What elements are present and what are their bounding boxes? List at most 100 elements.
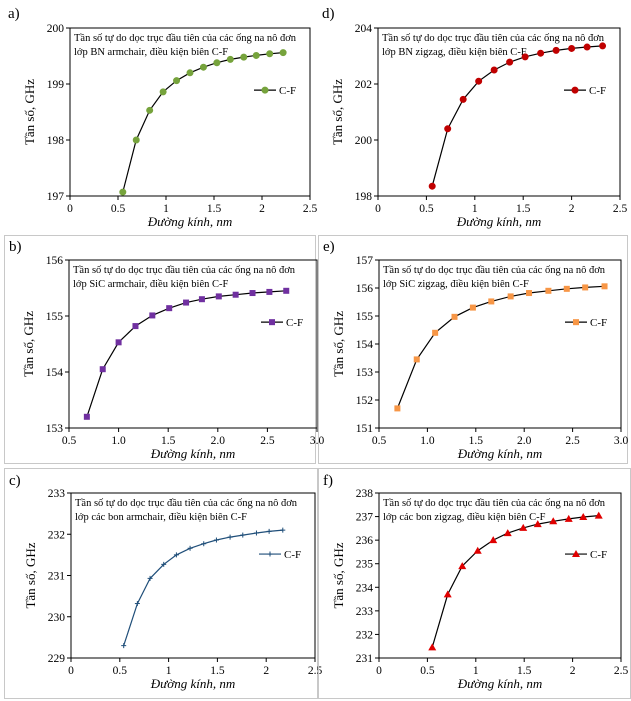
y-tick-label: 154: [356, 339, 374, 351]
data-point: [432, 329, 439, 336]
x-axis-label: Đường kính, nm: [150, 446, 235, 461]
panel-label: c): [9, 473, 21, 489]
series-line: [396, 285, 605, 409]
data-point: [599, 42, 607, 50]
data-point: [519, 523, 528, 531]
plot-area: [68, 259, 318, 429]
y-axis-label: Tần số, GHz: [330, 79, 345, 145]
data-point: [132, 323, 139, 330]
x-tick-label: 0.5: [111, 203, 126, 215]
annotation-text: lớp các bon armchair, điều kiện biên C-F: [75, 512, 247, 523]
y-tick-label: 231: [48, 571, 66, 583]
y-tick-label: 155: [46, 311, 64, 323]
y-tick-label: 200: [47, 23, 65, 35]
annotation-text: Tần số tự do dọc trục đầu tiên của các ố…: [382, 33, 605, 44]
y-tick-label: 236: [356, 535, 374, 547]
data-point: [451, 313, 458, 320]
series-markers: [428, 42, 607, 190]
x-tick-label: 2.5: [565, 435, 580, 447]
y-tick-label: 232: [48, 529, 66, 541]
data-point: [545, 287, 552, 294]
data-point: [159, 88, 167, 96]
data-point: [552, 46, 560, 54]
annotation-text: lớp SiC zigzag, điều kiện biên C-F: [383, 279, 529, 290]
y-tick-label: 231: [356, 653, 374, 665]
x-tick-label: 1.5: [210, 665, 225, 677]
y-tick-label: 157: [356, 255, 374, 267]
data-point: [253, 530, 259, 536]
x-tick-label: 1.0: [420, 435, 435, 447]
data-point: [198, 296, 205, 303]
panel-label: a): [8, 6, 20, 22]
annotation-text: Tần số tự do dọc trục đầu tiên của các ố…: [383, 265, 606, 276]
series-markers: [83, 287, 290, 420]
x-tick-label: 0.5: [113, 665, 128, 677]
panel-label: e): [323, 239, 335, 255]
y-tick-label: 234: [356, 582, 374, 594]
series-line: [431, 45, 603, 187]
y-tick-label: 233: [48, 488, 66, 500]
legend-marker: [573, 319, 579, 326]
data-point: [240, 53, 248, 61]
data-point: [166, 305, 173, 312]
data-point: [503, 529, 512, 537]
data-point: [266, 288, 273, 295]
annotation-text: lớp các bon zigzag, điều kiện biên C-F: [383, 512, 546, 523]
y-tick-label: 152: [356, 395, 374, 407]
y-tick-label: 204: [355, 23, 373, 35]
annotation-text: lớp BN armchair, điều kiện biên C-F: [74, 47, 228, 58]
data-point: [183, 299, 190, 306]
legend: C-F: [259, 549, 301, 561]
data-point: [147, 575, 153, 581]
x-tick-label: 2.0: [517, 435, 532, 447]
series-markers: [428, 511, 603, 651]
x-axis-label: Đường kính, nm: [150, 676, 235, 691]
y-axis-label: Tần số, GHz: [21, 311, 36, 377]
legend-marker: [572, 550, 580, 558]
data-point: [232, 291, 239, 298]
data-point: [146, 106, 154, 114]
data-point: [506, 58, 514, 66]
chart-panel-a: 0 0.5 1 1.5 2 2.5 197 198 199 200 Đường kính, nm Tầ…: [0, 0, 318, 232]
chart-panel-d: 0 0.5 1 1.5 2 2.5 198 200 202 204 Đường kính, nm Tầ…: [316, 0, 631, 232]
x-tick-label: 1.5: [516, 203, 531, 215]
chart-panel-c: 0 0.5 1 1.5 2 2.5 229 230 231 232 233 Đường kính, n…: [4, 468, 322, 699]
data-point: [488, 298, 495, 305]
data-point: [215, 293, 222, 300]
x-tick-label: 0.5: [62, 435, 77, 447]
data-point: [394, 405, 401, 412]
data-point: [549, 517, 558, 525]
plot-area: [377, 27, 621, 197]
data-point: [83, 413, 90, 420]
chart-panel-f: 0 0.5 1 1.5 2 2.5 231 232 233 234 235 236 237 238 Đườn…: [318, 468, 631, 699]
legend-label: C-F: [284, 549, 301, 561]
data-point: [173, 552, 179, 558]
data-point: [507, 293, 514, 300]
y-tick-label: 153: [46, 423, 64, 435]
data-point: [252, 51, 260, 59]
x-axis-label: Đường kính, nm: [456, 214, 541, 229]
x-tick-label: 2: [259, 203, 265, 215]
y-tick-label: 232: [356, 629, 374, 641]
y-tick-label: 156: [46, 255, 64, 267]
data-point: [173, 77, 181, 85]
x-tick-label: 1.5: [469, 435, 484, 447]
data-point: [601, 283, 608, 290]
y-tick-label: 237: [356, 512, 374, 524]
y-axis-label: Tần số, GHz: [23, 542, 38, 608]
data-point: [469, 304, 476, 311]
panel-label: f): [323, 473, 333, 489]
x-tick-label: 1.5: [517, 665, 532, 677]
data-point: [473, 546, 482, 554]
data-point: [568, 44, 576, 52]
data-point: [119, 188, 127, 196]
annotation-text: lớp SiC armchair, điều kiện biên C-F: [73, 279, 228, 290]
y-tick-label: 198: [47, 135, 65, 147]
x-tick-label: 1: [163, 203, 169, 215]
chart-svg: 0 0.5 1 1.5 2 2.5 231 232 233 234 235 236 237 238 Đườn…: [331, 488, 628, 691]
x-tick-label: 0.5: [372, 435, 387, 447]
data-point: [563, 285, 570, 292]
x-tick-label: 1: [472, 203, 478, 215]
data-point: [99, 366, 106, 373]
